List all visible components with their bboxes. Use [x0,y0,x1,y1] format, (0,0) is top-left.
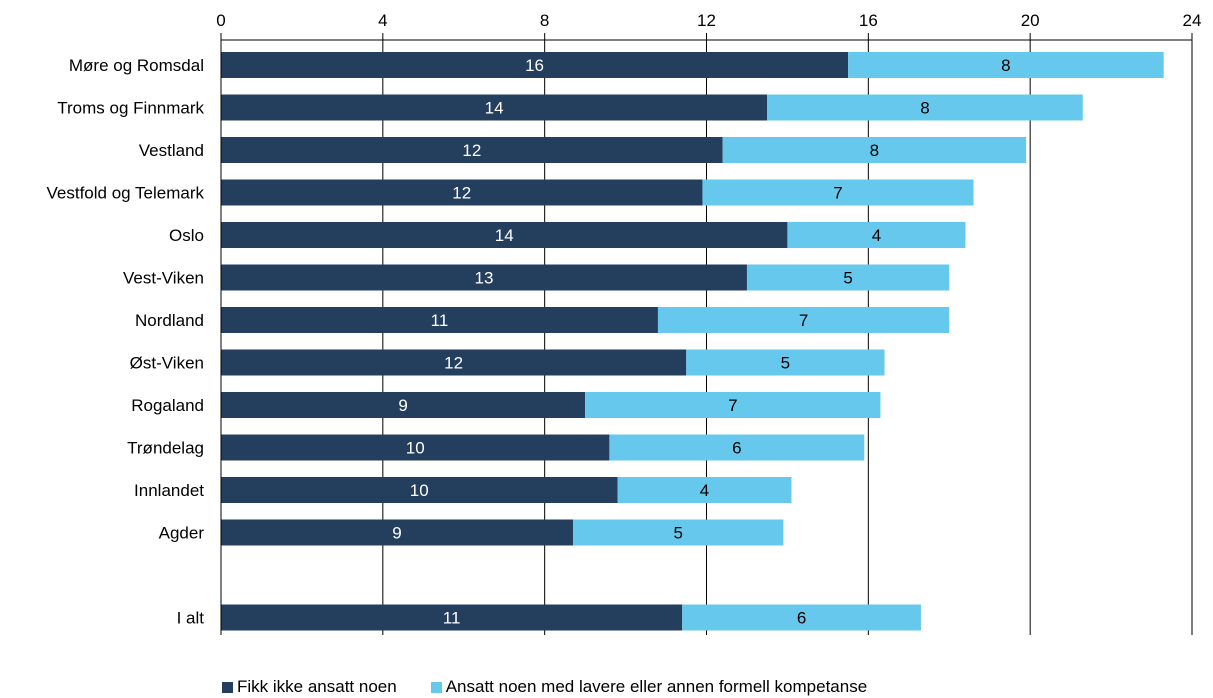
data-label-series-1: 9 [398,396,407,415]
category-label: Møre og Romsdal [69,56,204,75]
category-label: Øst-Viken [130,354,204,373]
data-label-series-1: 11 [443,609,461,628]
data-label-series-1: 16 [525,56,544,75]
bar-series-2 [787,222,966,248]
data-label-series-2: 5 [781,354,790,373]
category-label: Nordland [135,311,204,330]
category-label: Innlandet [134,481,204,500]
x-tick-label: 4 [378,11,387,30]
legend-item-series-2: Ansatt noen med lavere eller annen forme… [430,677,868,697]
category-labels: Møre og Romsdal Troms og Finnmark Vestland… [47,56,205,628]
x-tick-label: 16 [859,11,878,30]
bar-series-1 [221,264,747,291]
bar-series-1 [221,222,788,248]
category-label: Vestfold og Telemark [47,184,205,203]
legend: Fikk ikke ansatt noen Ansatt noen med la… [222,676,901,698]
x-tick-label: 20 [1021,11,1040,30]
bar-series-1 [221,434,610,461]
data-label-series-1: 11 [431,311,449,330]
data-label-series-2: 7 [833,184,842,203]
bars: 16 8 14 8 12 8 12 7 14 4 13 5 11 7 12 5 9 7 10 6 10 4 9 5 11 6 [221,52,1164,631]
data-label-series-2: 5 [843,269,852,288]
bar-series-1 [221,307,658,333]
data-label-series-2: 8 [1001,56,1010,75]
data-label-series-2: 6 [732,439,741,458]
bar-series-2 [617,477,792,503]
data-label-series-1: 12 [444,354,463,373]
legend-swatch-series-2 [430,681,442,693]
data-label-series-1: 12 [452,184,471,203]
legend-item-series-1: Fikk ikke ansatt noen [222,677,397,697]
x-tick-label: 0 [216,11,225,30]
bar-series-2 [572,519,784,546]
x-tick-label: 24 [1183,11,1202,30]
bar-series-1 [221,94,768,121]
bar-series-2 [609,434,865,461]
category-label: Troms og Finnmark [57,99,204,118]
data-label-series-1: 14 [485,99,504,118]
data-label-series-2: 4 [700,481,709,500]
bar-series-2 [657,307,950,333]
legend-swatch-series-1 [222,681,233,693]
x-axis-ticks: 0 4 8 12 16 20 24 [216,11,1202,41]
data-label-series-2: 6 [797,609,806,628]
bar-series-1 [221,52,849,78]
bar-series-2 [682,604,921,631]
bar-series-1 [221,179,703,206]
category-label: Agder [159,524,205,543]
data-label-series-2: 7 [728,396,737,415]
data-label-series-2: 4 [872,226,881,245]
bar-series-2 [767,94,1083,121]
bar-series-2 [702,179,974,206]
data-label-series-2: 5 [673,524,682,543]
bar-series-1 [221,519,573,546]
bar-series-2 [722,137,1027,163]
category-label: Vest-Viken [123,269,204,288]
data-label-series-1: 13 [475,269,494,288]
category-label: Trøndelag [127,439,204,458]
bar-series-1 [221,349,687,376]
bar-series-2 [585,392,881,418]
data-label-series-1: 14 [495,226,514,245]
x-tick-label: 8 [540,11,549,30]
data-label-series-1: 10 [406,439,425,458]
data-label-series-1: 12 [462,141,481,160]
legend-label-series-2: Ansatt noen med lavere eller annen forme… [445,677,868,696]
category-label: Vestland [139,141,204,160]
bar-series-1 [221,604,683,631]
category-label: I alt [177,609,205,628]
bar-series-1 [221,477,618,503]
data-label-series-1: 10 [410,481,429,500]
data-label-series-1: 9 [392,524,401,543]
bar-series-1 [221,137,723,163]
bar-series-1 [221,392,586,418]
category-label: Rogaland [131,396,204,415]
data-label-series-2: 8 [870,141,879,160]
category-label: Oslo [169,226,204,245]
gridlines [220,40,1193,635]
legend-label-series-1: Fikk ikke ansatt noen [237,677,397,696]
bar-series-2 [686,349,885,376]
data-label-series-2: 8 [920,99,929,118]
bar-series-2 [848,52,1164,78]
bar-series-2 [746,264,950,291]
x-tick-label: 12 [697,11,716,30]
data-label-series-2: 7 [799,311,808,330]
